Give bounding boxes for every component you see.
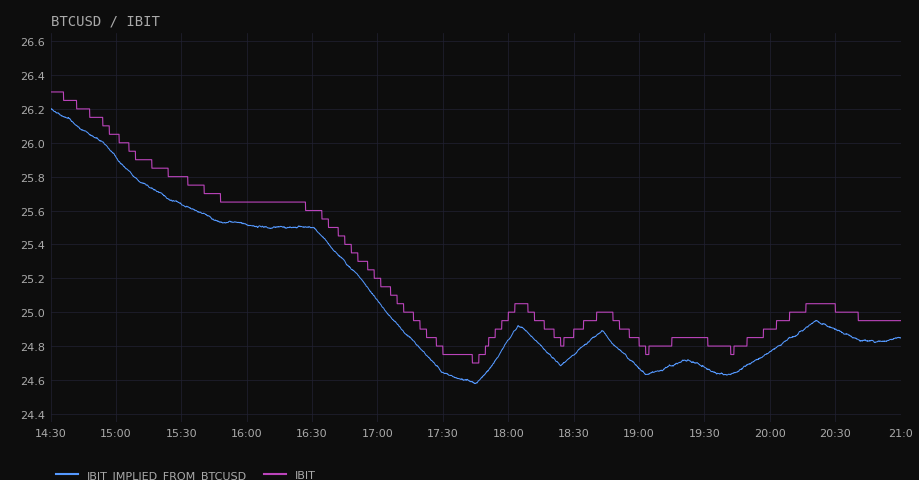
Line: IBIT: IBIT	[51, 93, 901, 363]
Legend: IBIT_IMPLIED_FROM_BTCUSD, IBIT: IBIT_IMPLIED_FROM_BTCUSD, IBIT	[56, 470, 316, 480]
IBIT	[157, 166, 168, 172]
IBIT	[102, 124, 113, 130]
IBIT_IMPLIED_FROM_BTCUSD	[528, 335, 539, 341]
IBIT_IMPLIED_FROM_BTCUSD	[45, 107, 56, 112]
IBIT_IMPLIED_FROM_BTCUSD	[470, 381, 481, 387]
Text: BTCUSD / IBIT: BTCUSD / IBIT	[51, 14, 159, 28]
IBIT_IMPLIED_FROM_BTCUSD	[478, 373, 489, 379]
IBIT_IMPLIED_FROM_BTCUSD	[102, 145, 113, 151]
IBIT	[45, 90, 56, 96]
IBIT_IMPLIED_FROM_BTCUSD	[101, 144, 112, 150]
IBIT	[477, 352, 488, 358]
Line: IBIT_IMPLIED_FROM_BTCUSD: IBIT_IMPLIED_FROM_BTCUSD	[51, 109, 901, 384]
IBIT	[895, 318, 906, 324]
IBIT	[467, 360, 478, 366]
IBIT	[101, 124, 112, 130]
IBIT	[289, 200, 300, 205]
IBIT_IMPLIED_FROM_BTCUSD	[289, 225, 301, 230]
IBIT	[528, 310, 539, 315]
IBIT_IMPLIED_FROM_BTCUSD	[895, 336, 906, 341]
IBIT_IMPLIED_FROM_BTCUSD	[157, 192, 168, 198]
IBIT_IMPLIED_FROM_BTCUSD	[45, 107, 56, 112]
